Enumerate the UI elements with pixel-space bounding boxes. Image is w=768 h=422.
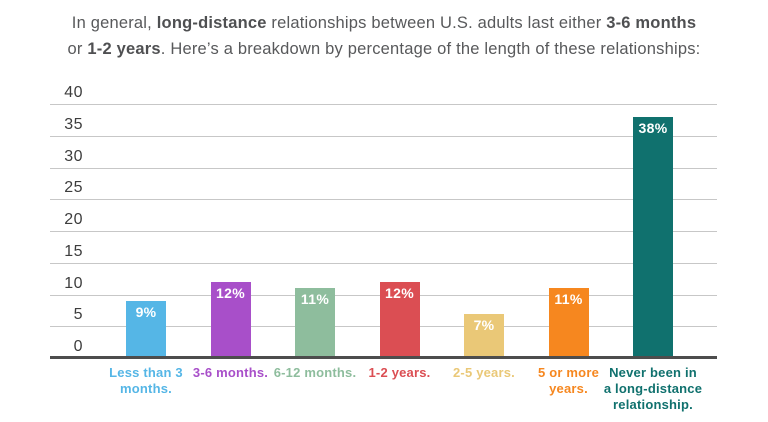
bar: 11% bbox=[295, 288, 335, 358]
bar: 11% bbox=[548, 288, 589, 358]
x-category-label: 2-5 years. bbox=[453, 365, 515, 380]
bar-value-label: 9% bbox=[135, 304, 157, 320]
bar: 9% bbox=[126, 301, 166, 358]
y-tick-label: 35 bbox=[64, 115, 83, 133]
bar-value-label: 7% bbox=[473, 317, 495, 333]
bar: 12% bbox=[379, 282, 420, 358]
bar: 38% bbox=[633, 117, 673, 358]
bar-value-label: 12% bbox=[385, 285, 414, 301]
title-bold-segment: 3-6 months bbox=[606, 14, 697, 32]
y-tick-label: 20 bbox=[64, 211, 83, 228]
bar-value-label: 38% bbox=[638, 120, 668, 136]
gridline bbox=[50, 104, 717, 105]
x-axis-line bbox=[50, 356, 717, 359]
x-category-label: 6-12 months. bbox=[273, 365, 357, 380]
gridline bbox=[50, 167, 717, 169]
x-category-label: 3-6 months. bbox=[192, 365, 269, 380]
y-tick-label: 5 bbox=[73, 306, 83, 324]
x-category-label: Less than 3 months. bbox=[109, 365, 183, 396]
y-tick-label: 0 bbox=[73, 338, 83, 355]
title-segment: In general, bbox=[71, 14, 157, 32]
x-category-label: 1-2 years. bbox=[368, 365, 431, 380]
y-tick-label: 30 bbox=[64, 147, 83, 165]
y-tick-label: 40 bbox=[64, 84, 83, 101]
page-title: In general, long-distance relationships … bbox=[0, 10, 768, 62]
title-segment: . Here’s a breakdown by percentage of th… bbox=[160, 40, 701, 58]
title-segment: relationships between U.S. adults last e… bbox=[266, 14, 607, 32]
bar: 12% bbox=[210, 282, 251, 358]
y-tick-label: 25 bbox=[64, 179, 83, 197]
title-bold-segment: 1-2 years bbox=[87, 40, 161, 58]
title-bold-segment: long-distance bbox=[156, 14, 267, 32]
gridline bbox=[50, 199, 717, 201]
bar: 7% bbox=[464, 314, 504, 358]
x-category-label: 5 or more years. bbox=[537, 365, 600, 396]
gridline bbox=[50, 231, 717, 232]
bar-value-label: 12% bbox=[216, 285, 245, 301]
y-tick-label: 10 bbox=[64, 274, 83, 292]
x-category-label: Never been in a long-distance relationsh… bbox=[603, 365, 703, 412]
gridline bbox=[50, 262, 717, 264]
bar-value-label: 11% bbox=[554, 291, 583, 307]
title-segment: or bbox=[67, 40, 83, 58]
bar-value-label: 11% bbox=[300, 291, 330, 307]
gridline bbox=[50, 135, 717, 137]
y-tick-label: 15 bbox=[64, 242, 83, 260]
